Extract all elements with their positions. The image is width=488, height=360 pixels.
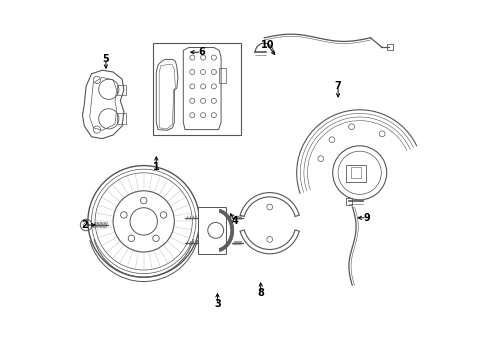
Text: 2: 2 <box>81 220 87 230</box>
Text: 9: 9 <box>363 213 369 223</box>
Text: 10: 10 <box>261 40 274 50</box>
Bar <box>117 113 125 124</box>
Text: 8: 8 <box>257 288 264 298</box>
Bar <box>346 198 351 205</box>
Text: 1: 1 <box>153 162 160 172</box>
Bar <box>386 44 392 50</box>
Bar <box>152 43 241 135</box>
Text: 5: 5 <box>102 54 109 64</box>
Text: 6: 6 <box>198 47 204 57</box>
Text: 4: 4 <box>232 216 238 226</box>
Text: 7: 7 <box>334 81 341 91</box>
Bar <box>219 68 225 83</box>
Text: 3: 3 <box>214 299 221 309</box>
Bar <box>117 85 125 95</box>
Bar <box>350 167 361 178</box>
Bar <box>346 165 365 182</box>
Bar <box>197 207 226 254</box>
Wedge shape <box>298 173 420 238</box>
